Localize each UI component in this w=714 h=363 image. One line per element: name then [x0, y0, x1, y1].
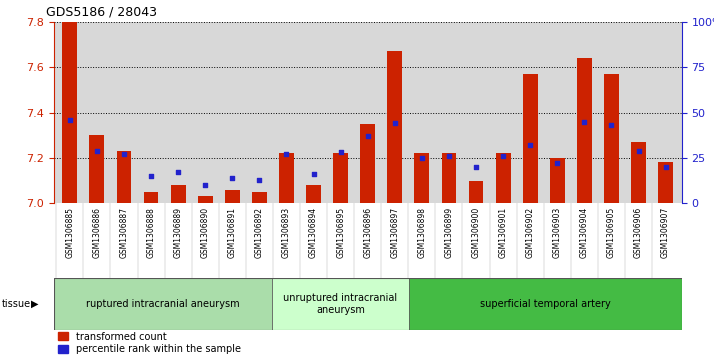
Text: GSM1306896: GSM1306896	[363, 207, 372, 258]
Text: GSM1306887: GSM1306887	[119, 207, 129, 258]
Bar	[279, 154, 294, 203]
Point	[146, 173, 157, 179]
Text: GSM1306900: GSM1306900	[471, 207, 481, 258]
Point	[172, 170, 183, 175]
Point	[605, 122, 617, 128]
Point	[281, 151, 292, 157]
Text: GSM1306906: GSM1306906	[634, 207, 643, 258]
Text: GSM1306890: GSM1306890	[201, 207, 210, 258]
Text: tissue: tissue	[1, 299, 31, 309]
Bar	[225, 190, 240, 203]
Point	[416, 155, 428, 161]
Bar	[414, 154, 429, 203]
Bar	[361, 124, 375, 203]
Bar	[198, 196, 213, 203]
Point	[253, 177, 265, 183]
Text: unruptured intracranial
aneurysm: unruptured intracranial aneurysm	[283, 293, 398, 315]
Point	[552, 160, 563, 166]
Text: ruptured intracranial aneurysm: ruptured intracranial aneurysm	[86, 299, 240, 309]
Text: GSM1306893: GSM1306893	[282, 207, 291, 258]
Legend: transformed count, percentile rank within the sample: transformed count, percentile rank withi…	[59, 331, 241, 355]
Point	[389, 121, 401, 126]
Text: GSM1306904: GSM1306904	[580, 207, 589, 258]
Text: GSM1306901: GSM1306901	[498, 207, 508, 258]
Point	[91, 148, 103, 154]
Text: GSM1306907: GSM1306907	[661, 207, 670, 258]
Bar	[54, 278, 272, 330]
Text: GSM1306899: GSM1306899	[444, 207, 453, 258]
Bar	[631, 142, 646, 203]
Text: superficial temporal artery: superficial temporal artery	[480, 299, 610, 309]
Bar	[523, 74, 538, 203]
Text: GSM1306898: GSM1306898	[418, 207, 426, 258]
Text: GDS5186 / 28043: GDS5186 / 28043	[46, 5, 157, 18]
Text: GSM1306903: GSM1306903	[553, 207, 562, 258]
Bar	[144, 192, 159, 203]
Point	[199, 182, 211, 188]
Bar	[496, 154, 511, 203]
Point	[525, 142, 536, 148]
Text: GSM1306892: GSM1306892	[255, 207, 264, 258]
Point	[335, 150, 346, 155]
Bar	[550, 158, 565, 203]
Text: GSM1306891: GSM1306891	[228, 207, 237, 258]
Point	[660, 164, 671, 170]
Text: GSM1306905: GSM1306905	[607, 207, 616, 258]
Point	[226, 175, 238, 181]
Point	[362, 133, 373, 139]
Text: GSM1306894: GSM1306894	[309, 207, 318, 258]
Text: ▶: ▶	[31, 299, 39, 309]
Text: GSM1306895: GSM1306895	[336, 207, 345, 258]
Bar	[408, 278, 682, 330]
Bar	[306, 185, 321, 203]
Point	[498, 153, 509, 159]
Point	[578, 119, 590, 125]
Text: GSM1306897: GSM1306897	[391, 207, 399, 258]
Bar	[577, 58, 592, 203]
Bar	[62, 22, 77, 203]
Point	[308, 171, 319, 177]
Bar	[333, 154, 348, 203]
Bar	[252, 192, 267, 203]
Bar	[468, 181, 483, 203]
Bar	[658, 163, 673, 203]
Point	[443, 153, 455, 159]
Bar	[272, 278, 408, 330]
Point	[64, 117, 76, 123]
Text: GSM1306888: GSM1306888	[146, 207, 156, 258]
Bar	[388, 51, 402, 203]
Bar	[441, 154, 456, 203]
Text: GSM1306889: GSM1306889	[174, 207, 183, 258]
Point	[633, 148, 644, 154]
Text: GSM1306902: GSM1306902	[526, 207, 535, 258]
Bar	[89, 135, 104, 203]
Point	[119, 151, 130, 157]
Bar	[604, 74, 619, 203]
Text: GSM1306886: GSM1306886	[92, 207, 101, 258]
Point	[471, 164, 482, 170]
Bar	[171, 185, 186, 203]
Bar	[116, 151, 131, 203]
Text: GSM1306885: GSM1306885	[65, 207, 74, 258]
